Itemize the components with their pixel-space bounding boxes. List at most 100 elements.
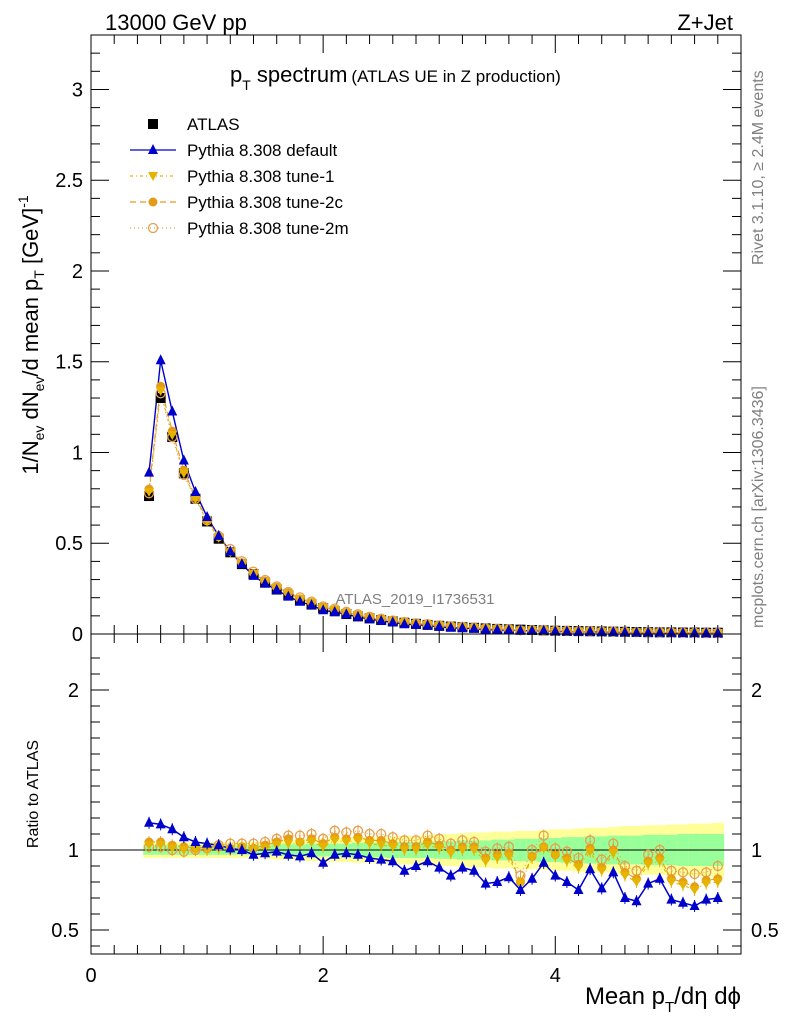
ratio-point-triangle-up xyxy=(701,893,712,904)
title-paren: (ATLAS UE in Z production) xyxy=(351,67,560,86)
main-data-points xyxy=(143,354,723,639)
ratio-point-triangle-down xyxy=(445,849,456,859)
ratio-point-triangle-up xyxy=(492,876,503,886)
mc-point-triangle-up xyxy=(503,624,514,635)
ratio-point-triangle-down xyxy=(387,842,398,852)
mc-point-triangle-up xyxy=(608,625,619,636)
ratio-point-triangle-down xyxy=(167,844,178,854)
ratio-point-triangle-up xyxy=(596,882,607,893)
ratio-point-triangle-up xyxy=(364,852,375,862)
ratio-point-triangle-down xyxy=(666,878,677,887)
ratio-frame xyxy=(90,633,742,955)
ratio-point-triangle-up xyxy=(318,856,329,867)
ratio-point-triangle-up xyxy=(434,861,445,872)
ratio-point-triangle-up xyxy=(445,869,456,880)
mc-point-triangle-up xyxy=(422,619,433,630)
ratio-point-triangle-down xyxy=(538,844,549,854)
mc-point-triangle-up xyxy=(352,610,363,621)
ratio-point-triangle-up xyxy=(422,855,433,866)
mc-point-triangle-up xyxy=(585,625,596,636)
ratio-point-triangle-down xyxy=(469,846,480,855)
ratio-point-triangle-up xyxy=(190,836,201,846)
chart-title: pT spectrum (ATLAS UE in Z production) xyxy=(230,62,561,93)
mc-point-triangle-up xyxy=(527,624,538,635)
mc-point-triangle-up xyxy=(457,622,468,633)
mc-point-triangle-up xyxy=(550,625,561,636)
ratio-point-triangle-up xyxy=(573,884,584,894)
mc-point-triangle-down xyxy=(155,386,166,396)
mc-point-triangle-down xyxy=(190,494,201,504)
mc-point-triangle-up xyxy=(469,622,480,633)
ratio-x-ticks: 0 2 4 xyxy=(85,634,742,987)
mc-point-triangle-up xyxy=(411,618,421,629)
ratio-point-triangle-up xyxy=(689,900,700,910)
ratio-point-triangle-up xyxy=(469,864,480,875)
ratio-panel: 0.5 1 2 0.5 1 2 0 2 4 xyxy=(51,633,779,987)
ratio-point-triangle-down xyxy=(352,836,363,846)
mc-point-triangle-up xyxy=(492,623,503,634)
ratio-point-triangle-up xyxy=(561,876,572,886)
ratio-point-triangle-up xyxy=(248,848,259,859)
ratio-point-triangle-down xyxy=(573,863,584,873)
main-y-ticks: 0 0.5 1 1.5 2 2.5 3 xyxy=(55,52,741,646)
ratio-y-tick-label-right: 2 xyxy=(751,680,762,702)
mc-point-triangle-up xyxy=(306,599,317,610)
legend-marker-square xyxy=(148,119,158,129)
ratio-point-triangle-up xyxy=(503,871,514,882)
ratio-y-tick-label: 1 xyxy=(68,840,79,862)
mc-point-triangle-up xyxy=(445,621,456,632)
ratio-point-triangle-up xyxy=(167,823,178,834)
ratio-point-triangle-down xyxy=(341,838,352,847)
ratio-point-triangle-up xyxy=(411,860,421,870)
ratio-point-triangle-down xyxy=(631,878,642,887)
mc-point-triangle-up xyxy=(202,510,213,521)
ratio-point-triangle-down xyxy=(596,866,607,876)
ratio-point-triangle-up xyxy=(677,896,688,907)
ratio-point-circle-open xyxy=(538,830,549,841)
ratio-point-circle-open xyxy=(712,860,723,872)
mc-point-triangle-up xyxy=(364,613,375,624)
ratio-point-triangle-down xyxy=(399,846,410,855)
ratio-y-tick-label-right: 0.5 xyxy=(751,920,779,942)
legend-label: Pythia 8.308 tune-1 xyxy=(187,167,334,186)
ratio-y-tick-label-right: 1 xyxy=(751,840,762,862)
ratio-point-triangle-down xyxy=(608,849,619,859)
x-axis-label: Mean pT/dη dϕ xyxy=(585,983,741,1016)
mc-point-triangle-up xyxy=(399,618,410,629)
legend: ATLAS Pythia 8.308 default Pythia 8.308 tu… xyxy=(130,115,349,238)
mc-point-triangle-up xyxy=(248,569,259,580)
ratio-point-triangle-up xyxy=(376,853,387,864)
ratio-point-triangle-up xyxy=(144,816,155,827)
ratio-point-triangle-down xyxy=(306,838,317,847)
main-y-tick-label: 2.5 xyxy=(55,170,83,192)
ratio-point-triangle-up xyxy=(155,818,166,829)
ratio-data-points xyxy=(143,816,723,912)
ratio-point-triangle-down xyxy=(434,844,445,854)
x-tick-label: 4 xyxy=(550,965,561,987)
mc-point-triangle-up xyxy=(190,486,201,497)
ratio-point-triangle-up xyxy=(178,831,189,842)
title-p: p xyxy=(230,62,242,87)
ratio-point-triangle-down xyxy=(190,846,201,855)
x-tick-label: 2 xyxy=(318,965,329,987)
ratio-point-triangle-down xyxy=(178,846,189,855)
mc-point-triangle-up xyxy=(689,627,700,638)
main-y-tick-label: 0 xyxy=(72,624,83,646)
ratio-point-triangle-up xyxy=(480,877,491,888)
ratio-point-triangle-down xyxy=(492,854,503,863)
ratio-point-triangle-down xyxy=(283,839,294,849)
ratio-point-triangle-down xyxy=(329,836,340,846)
legend-marker-triangle-down xyxy=(148,172,158,181)
ratio-point-triangle-up xyxy=(294,850,305,861)
ratio-point-triangle-down xyxy=(585,847,596,857)
ratio-point-triangle-up xyxy=(306,847,317,858)
ratio-point-triangle-up xyxy=(619,892,630,902)
legend-label: ATLAS xyxy=(187,115,240,134)
process-label: Z+Jet xyxy=(677,10,733,35)
ratio-point-triangle-down xyxy=(701,879,712,889)
ratio-point-triangle-down xyxy=(422,841,433,851)
mc-point-triangle-down xyxy=(144,487,155,497)
ratio-point-triangle-up xyxy=(260,847,271,858)
mc-point-triangle-up xyxy=(573,625,584,636)
ratio-point-triangle-down xyxy=(364,839,375,849)
